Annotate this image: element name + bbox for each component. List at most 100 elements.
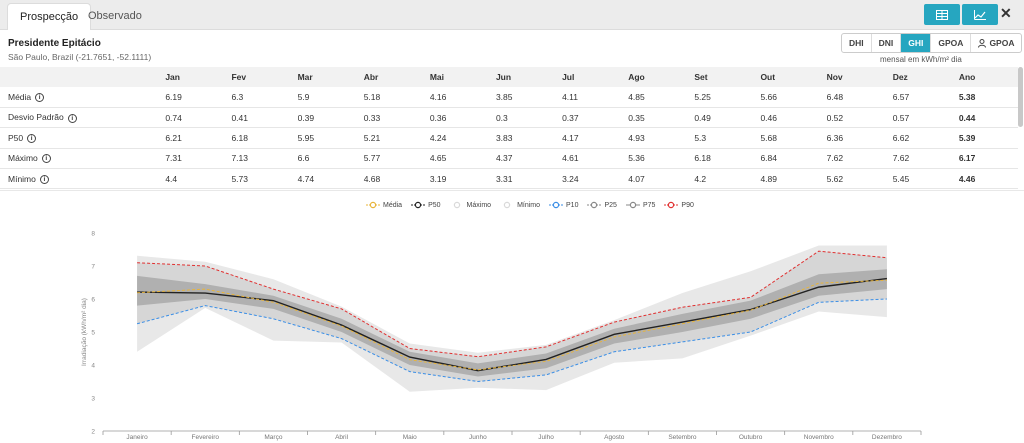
- irradiance-dhi-button[interactable]: DHI: [842, 34, 872, 52]
- table-cell: 6.84: [760, 148, 827, 170]
- table-cell: 4.4: [165, 168, 232, 190]
- y-tick-label: 3: [91, 396, 95, 403]
- table-header-empty: [0, 67, 166, 87]
- legend-item[interactable]: P90: [664, 201, 694, 209]
- legend-item[interactable]: P10: [549, 201, 578, 209]
- series-line-média: [137, 279, 887, 371]
- table-cell: 5.21: [363, 127, 430, 149]
- legend-item[interactable]: Máximo: [450, 201, 492, 209]
- row-label: Máximo i: [0, 148, 166, 170]
- table-cell: 4.24: [429, 127, 496, 149]
- table-cell: 5.68: [760, 127, 827, 149]
- table-cell: 5.18: [363, 87, 430, 108]
- y-tick-label: 5: [91, 330, 95, 337]
- table-header-dez: Dez: [892, 67, 959, 87]
- unit-label: mensal em kWh/m² dia: [880, 55, 962, 64]
- table-cell: 5.39: [958, 127, 1018, 149]
- tab-observado[interactable]: Observado: [88, 10, 142, 22]
- info-icon[interactable]: i: [27, 134, 37, 144]
- legend-label: P10: [566, 201, 579, 209]
- table-cell: 0.36: [429, 107, 496, 129]
- y-tick-label: 6: [91, 297, 95, 304]
- row-label-text: Mínimo: [8, 173, 36, 184]
- table-cell: 4.93: [628, 127, 695, 149]
- table-cell: 5.38: [958, 87, 1018, 108]
- table-cell: 5.95: [297, 127, 364, 149]
- legend-item[interactable]: P50: [411, 201, 441, 209]
- table-cell: 7.62: [826, 148, 893, 170]
- info-icon[interactable]: i: [41, 154, 51, 164]
- table-cell: 5.62: [826, 168, 893, 190]
- legend-item[interactable]: Mínimo: [500, 201, 540, 209]
- row-label-text: Máximo: [8, 153, 38, 164]
- table-cell: 3.31: [495, 168, 563, 190]
- close-icon[interactable]: ✕: [1000, 5, 1012, 21]
- legend-item[interactable]: P25: [587, 201, 617, 209]
- table-row: P50 i 6.21 6.18 5.95 5.21 4.24 3.83 4.17 4.93 5.3 5…: [0, 127, 1018, 149]
- monthly-table: Jan Fev Mar Abr Mai Jun Jul Ago Set Out Nov Dez Ano …: [0, 67, 1024, 190]
- table-view-button[interactable]: [924, 4, 960, 25]
- irradiance-gpoa-user-button[interactable]: GPOA: [971, 34, 1021, 52]
- table-cell: 0.39: [297, 107, 364, 129]
- table-row: Mínimo i 4.4 5.73 4.74 4.68 3.19 3.31 3.24 4.07 4.…: [0, 168, 1018, 190]
- table-cell: 3.24: [562, 168, 629, 190]
- chart-view-button[interactable]: [962, 4, 998, 25]
- x-tick-label: Maio: [403, 434, 417, 441]
- table-cell: 4.89: [760, 168, 827, 190]
- legend-marker-icon: [453, 201, 460, 209]
- row-label: Média i: [0, 87, 166, 108]
- irradiance-type-selector: DHI DNI GHI GPOA GPOA: [841, 33, 1023, 53]
- legend-label: Mínimo: [517, 201, 541, 209]
- legend-item[interactable]: P75: [625, 201, 655, 209]
- info-icon[interactable]: i: [35, 93, 45, 103]
- legend-label: P50: [428, 201, 441, 209]
- table-cell: 3.83: [495, 127, 563, 149]
- tab-prospeccao[interactable]: Prospecção: [7, 3, 92, 30]
- table-cell: 6.57: [892, 87, 959, 108]
- irradiance-gpoa-button[interactable]: GPOA: [931, 34, 972, 52]
- table-scrollbar[interactable]: [1018, 67, 1023, 127]
- irradiance-gpoa-user-label: GPOA: [989, 38, 1015, 48]
- table-cell: 5.36: [628, 148, 695, 170]
- legend-marker-icon: [549, 201, 564, 209]
- info-icon[interactable]: i: [39, 174, 49, 184]
- table-row: Média i 6.19 6.3 5.9 5.18 4.16 3.85 4.11 4.85 5.25…: [0, 87, 1018, 108]
- x-tick-label: Fevereiro: [192, 434, 220, 441]
- table-cell: 4.68: [363, 168, 430, 190]
- p25-p75-band: [137, 269, 887, 377]
- table-cell: 6.6: [297, 148, 364, 170]
- table-header-abr: Abr: [363, 67, 430, 87]
- legend-marker-icon: [587, 201, 602, 209]
- table-cell: 4.65: [429, 148, 496, 170]
- table-cell: 0.52: [826, 107, 893, 129]
- legend-label: Máximo: [466, 201, 492, 209]
- irradiance-ghi-button[interactable]: GHI: [901, 34, 932, 52]
- table-header-ago: Ago: [628, 67, 695, 87]
- info-icon[interactable]: i: [67, 113, 77, 123]
- row-label: P50 i: [0, 127, 166, 149]
- table-cell: 4.07: [628, 168, 695, 190]
- irradiance-ghi-label: GHI: [908, 38, 924, 48]
- irradiance-dhi-label: DHI: [849, 38, 864, 48]
- table-cell: 6.62: [892, 127, 959, 149]
- legend-label: P25: [604, 201, 617, 209]
- table-header-nov: Nov: [826, 67, 893, 87]
- table-cell: 5.77: [363, 148, 430, 170]
- table-cell: 4.85: [628, 87, 695, 108]
- row-label-text: Média: [8, 91, 32, 102]
- table-cell: 4.2: [694, 168, 761, 190]
- legend-item[interactable]: Média: [366, 201, 402, 209]
- legend-marker-icon: [625, 201, 640, 209]
- legend-marker-icon: [503, 201, 511, 209]
- table-cell: 6.3: [231, 87, 298, 108]
- y-tick-label: 8: [91, 231, 95, 238]
- legend-marker-icon: [411, 201, 426, 209]
- table-cell: 0.35: [628, 107, 695, 129]
- table-cell: 5.3: [694, 127, 761, 149]
- y-axis-label: Irradiação (kWh/m² dia): [81, 298, 88, 366]
- table-cell: 6.18: [231, 127, 298, 149]
- x-tick-label: Abril: [335, 434, 349, 441]
- irradiance-dni-button[interactable]: DNI: [872, 34, 902, 52]
- table-cell: 4.61: [562, 148, 629, 170]
- station-info: Presidente Epitácio São Paulo, Brazil (-…: [8, 38, 151, 62]
